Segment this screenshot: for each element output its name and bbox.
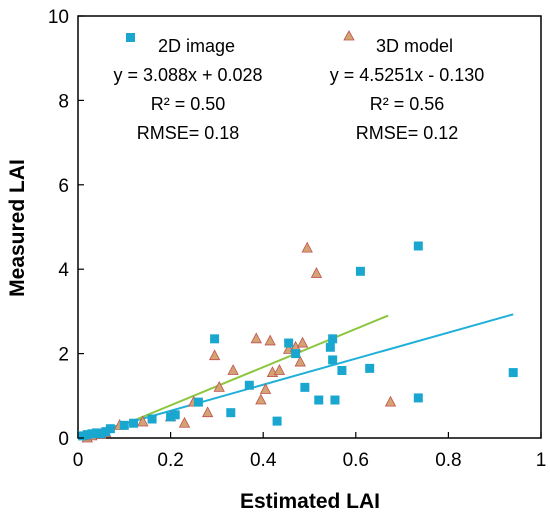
data-point-2d-image (300, 382, 310, 392)
y-tick-label: 10 (48, 7, 69, 28)
data-point-3d-model (296, 336, 309, 348)
data-point-2d-image (365, 363, 375, 373)
data-point-2d-image (87, 429, 97, 439)
series-3d-model-points (81, 241, 397, 443)
data-point-2d-image (314, 395, 324, 405)
equation-3d-model: y = 4.5251x - 0.130 (330, 65, 485, 85)
data-point-2d-image (101, 427, 111, 437)
fit-line-3d-model (91, 314, 389, 439)
legend: 2D image y = 3.088x + 0.028 R² = 0.50 RM… (113, 30, 485, 143)
data-point-2d-image (92, 428, 102, 438)
plot-border (77, 15, 542, 439)
x-tick-label: 0.2 (157, 450, 183, 471)
data-point-3d-model (273, 364, 286, 375)
x-tick-label: 0.8 (435, 450, 461, 471)
data-point-2d-image (291, 349, 301, 359)
y-tick-label: 8 (58, 91, 69, 112)
data-point-2d-image (129, 418, 139, 428)
data-point-3d-model (384, 395, 397, 407)
rmse-2d-image: RMSE= 0.18 (137, 123, 240, 143)
data-point-2d-image (508, 368, 518, 378)
data-point-3d-model (301, 241, 313, 253)
data-point-3d-model (178, 416, 191, 428)
data-point-2d-image (82, 430, 92, 440)
data-point-2d-image (328, 334, 338, 344)
x-tick-label: 0.6 (343, 450, 369, 471)
data-point-2d-image (337, 365, 347, 375)
y-tick-label: 6 (58, 176, 69, 197)
legend-label-2d-image: 2D image (158, 36, 235, 56)
rmse-3d-model: RMSE= 0.12 (356, 123, 459, 143)
x-axis-ticks: 0 0.2 0.4 0.6 0.8 1 (73, 432, 547, 471)
data-point-3d-model (201, 406, 214, 418)
equation-2d-image: y = 3.088x + 0.028 (113, 65, 262, 85)
data-point-2d-image (325, 342, 335, 352)
y-tick-label: 4 (58, 260, 69, 281)
data-point-2d-image (119, 420, 129, 430)
data-point-3d-model (264, 334, 276, 346)
data-point-2d-image (147, 414, 157, 424)
x-tick-label: 0.4 (250, 450, 277, 471)
r2-2d-image: R² = 0.50 (151, 94, 226, 114)
data-point-3d-model (294, 355, 306, 367)
x-tick-label: 1 (536, 450, 547, 471)
y-axis-title: Measured LAI (6, 159, 29, 297)
data-point-2d-image (226, 408, 236, 418)
legend-marker-2d-image (126, 33, 135, 42)
data-point-2d-image (330, 395, 340, 405)
data-point-3d-model (208, 349, 221, 361)
data-point-2d-image (328, 355, 338, 365)
y-axis-ticks: 0 2 4 6 8 10 (48, 7, 84, 450)
data-point-2d-image (193, 397, 203, 407)
x-axis-title: Estimated LAI (240, 490, 380, 513)
data-point-2d-image (78, 431, 88, 441)
data-point-3d-model (213, 381, 225, 392)
data-point-2d-image (96, 429, 106, 439)
data-point-2d-image (413, 241, 423, 251)
data-point-3d-model (250, 332, 262, 344)
legend-marker-3d-model (343, 30, 355, 41)
data-point-2d-image (413, 393, 423, 403)
data-point-2d-image (284, 338, 294, 348)
data-point-3d-model (255, 393, 267, 405)
data-point-2d-image (355, 266, 365, 276)
data-point-2d-image (272, 416, 282, 426)
data-point-3d-model (310, 267, 323, 278)
data-point-2d-image (210, 334, 220, 344)
x-tick-label: 0 (73, 450, 84, 471)
series-2d-image-points (78, 241, 518, 441)
data-point-2d-image (170, 410, 180, 420)
r2-3d-model: R² = 0.56 (370, 94, 445, 114)
legend-label-3d-model: 3D model (376, 36, 453, 56)
data-point-2d-image (244, 380, 254, 390)
data-point-3d-model (137, 415, 149, 427)
data-point-3d-model (259, 383, 272, 394)
data-point-2d-image (166, 412, 176, 422)
data-point-3d-model (227, 364, 239, 375)
data-point-2d-image (105, 424, 115, 434)
y-tick-label: 2 (58, 345, 69, 366)
y-tick-label: 0 (58, 429, 69, 450)
plot-area (77, 15, 542, 439)
